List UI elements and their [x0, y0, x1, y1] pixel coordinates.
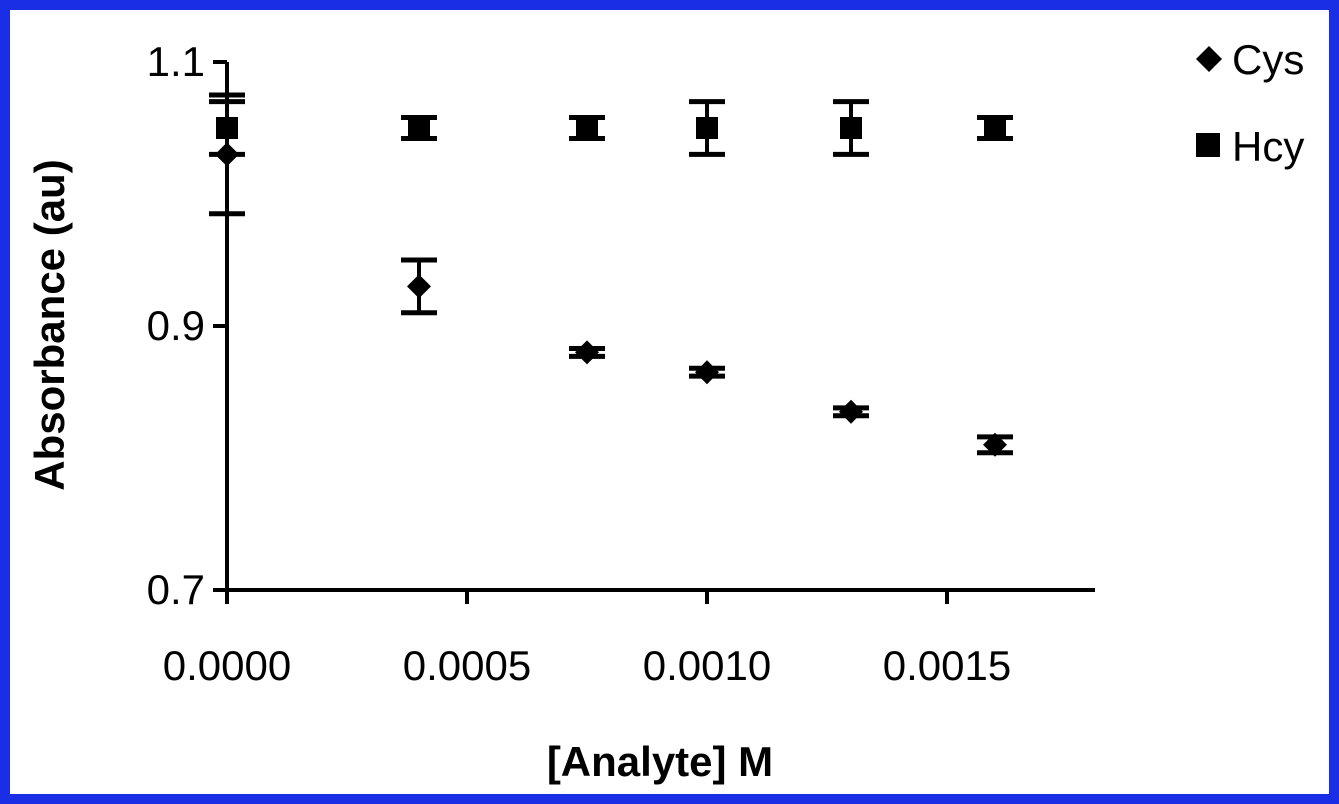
- hcy-point: [401, 114, 437, 142]
- legend-marker-cys: [1196, 46, 1222, 72]
- cys-marker: [575, 340, 599, 365]
- hcy-marker: [576, 117, 598, 139]
- legend: Cys Hcy: [1196, 36, 1304, 170]
- y-tick-label: 1.1: [147, 38, 205, 85]
- hcy-marker: [696, 117, 718, 139]
- data-marks: [209, 92, 1013, 457]
- cys-point: [401, 257, 437, 316]
- x-tick-label: 0.0000: [163, 642, 291, 689]
- cys-point: [689, 360, 725, 385]
- x-axis-title: [Analyte] M: [547, 738, 773, 785]
- hcy-point: [689, 99, 725, 157]
- legend-label-hcy: Hcy: [1232, 123, 1304, 170]
- x-tick-label: 0.0005: [403, 642, 531, 689]
- x-tick-label: 0.0015: [883, 642, 1011, 689]
- hcy-marker: [840, 117, 862, 139]
- hcy-point: [569, 114, 605, 142]
- hcy-marker: [984, 117, 1006, 139]
- cys-marker: [839, 399, 863, 424]
- hcy-marker: [408, 117, 430, 139]
- y-axis-title: Absorbance (au): [26, 159, 73, 490]
- cys-marker: [983, 432, 1007, 457]
- hcy-point: [209, 99, 245, 157]
- axes: [225, 62, 1095, 592]
- cys-point: [977, 432, 1013, 457]
- legend-marker-hcy: [1196, 133, 1220, 157]
- cys-point: [569, 340, 605, 365]
- hcy-marker: [216, 117, 238, 139]
- y-tick-label: 0.9: [147, 302, 205, 349]
- x-tick-label: 0.0010: [643, 642, 771, 689]
- legend-label-cys: Cys: [1232, 36, 1304, 83]
- cys-point: [833, 399, 869, 424]
- hcy-point: [977, 114, 1013, 142]
- ticks: 0.7 0.9 1.1 0.0000 0.0005 0.0010 0.0015: [147, 38, 1012, 689]
- cys-marker: [695, 360, 719, 385]
- hcy-point: [833, 99, 869, 157]
- cys-marker: [407, 274, 431, 299]
- y-tick-label: 0.7: [147, 566, 205, 613]
